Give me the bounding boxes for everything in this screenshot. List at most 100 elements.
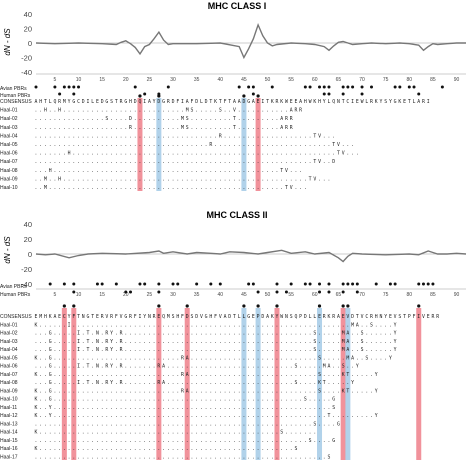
alignment-residue: . [124,186,127,191]
alignment-residue: . [219,422,222,427]
alignment-residue: R [120,380,123,386]
alignment-residue: . [290,431,293,436]
alignment-residue: Y [49,413,52,419]
alignment-residue: . [35,134,38,139]
alignment-residue: . [87,186,90,191]
avian-pbr-dot [412,85,416,89]
alignment-residue: . [49,109,52,114]
consensus-residue: A [299,99,302,105]
class-i-dnds-line [35,22,466,60]
alignment-residue: . [134,406,137,411]
alignment-residue: . [39,323,42,328]
alignment-residue: . [176,422,179,427]
human-pbr-label: Human PBRs [0,93,31,99]
alignment-residue: . [214,332,217,337]
y-tick-label: -40 [21,68,32,77]
alignment-residue: . [370,356,373,361]
alignment-residue: I [77,339,80,345]
avian-pbr-dot [426,282,430,286]
alignment-residue: R [290,116,293,122]
avian-pbr-dot [398,85,402,89]
alignment-residue: . [87,160,90,165]
alignment-residue: . [176,332,179,337]
alignment-residue: . [266,398,269,403]
alignment-residue: . [143,348,146,353]
alignment-residue: . [242,169,245,174]
alignment-residue: . [247,186,250,191]
alignment-residue: . [379,340,382,345]
alignment-residue: . [247,455,250,460]
alignment-residue: . [238,381,241,386]
alignment-residue: . [257,414,260,419]
alignment-residue: . [238,126,241,131]
alignment-residue: . [266,365,269,370]
alignment-residue: . [271,373,274,378]
consensus-residue: E [294,99,297,105]
alignment-residue: . [242,365,245,370]
consensus-residue: L [313,314,316,320]
alignment-residue: . [105,143,108,148]
alignment-residue: . [35,152,38,157]
alignment-residue: . [186,186,189,191]
alignment-residue: . [209,414,212,419]
alignment-residue: . [257,332,260,337]
alignment-residue: . [328,373,331,378]
alignment-residue: . [200,160,203,165]
alignment-residue: . [53,381,56,386]
alignment-residue: . [129,177,132,182]
consensus-residue: R [153,314,156,320]
alignment-residue: . [101,134,104,139]
consensus-residue: I [143,99,146,105]
consensus-residue: G [247,314,250,320]
alignment-residue: . [219,152,222,157]
alignment-residue: . [190,455,193,460]
alignment-residue: . [200,186,203,191]
alignment-residue: . [82,431,85,436]
alignment-residue: . [370,414,373,419]
alignment-residue: . [280,406,283,411]
alignment-residue: . [219,439,222,444]
sequence-name: Haal-09 [0,176,18,182]
alignment-residue: . [351,389,354,394]
alignment-residue: . [96,389,99,394]
alignment-residue: . [238,422,241,427]
alignment-residue: . [219,348,222,353]
alignment-residue: . [91,365,94,370]
alignment-residue: . [129,109,132,114]
alignment-residue: . [346,365,349,370]
alignment-residue: S [313,331,316,337]
consensus-residue: S [110,99,113,105]
alignment-residue: . [124,414,127,419]
alignment-residue: . [195,389,198,394]
alignment-residue: . [228,439,231,444]
alignment-residue: . [224,422,227,427]
alignment-residue: . [266,143,269,148]
consensus-residue: K [49,314,52,320]
alignment-residue: . [77,117,80,122]
alignment-residue: . [242,373,245,378]
alignment-residue: . [39,389,42,394]
alignment-residue: . [276,160,279,165]
alignment-residue: . [318,455,321,460]
alignment-residue: . [261,414,264,419]
alignment-residue: . [157,431,160,436]
alignment-residue: . [162,389,165,394]
alignment-residue: . [370,348,373,353]
alignment-residue: . [228,117,231,122]
alignment-residue: . [233,398,236,403]
alignment-residue: . [134,381,137,386]
alignment-residue: . [257,169,260,174]
sequence-name: Haal-12 [0,413,18,419]
alignment-residue: . [53,447,56,452]
consensus-residue: L [365,99,368,105]
alignment-residue: . [337,365,340,370]
alignment-residue: . [134,117,137,122]
red-highlight-band [340,308,346,460]
alignment-residue: . [124,126,127,131]
alignment-residue: . [219,414,222,419]
alignment-residue: . [247,152,250,157]
band-marker-dot [157,304,161,308]
alignment-residue: . [271,177,274,182]
alignment-residue: . [143,431,146,436]
consensus-residue: K [313,99,316,105]
